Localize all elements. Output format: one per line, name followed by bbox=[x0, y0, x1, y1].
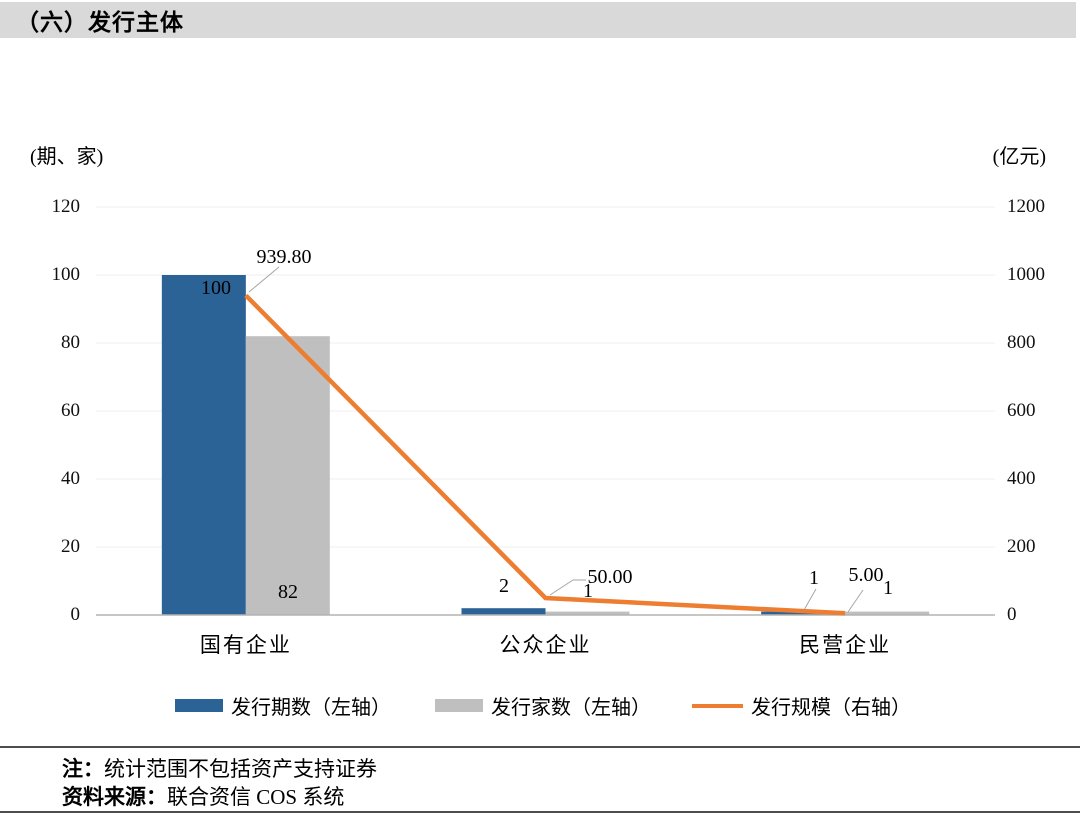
right-axis-tick: 400 bbox=[1007, 468, 1036, 489]
legend-item-issuer-count: 发行家数（左轴） bbox=[435, 691, 651, 720]
label-leader-line bbox=[549, 579, 586, 596]
left-axis-tick: 100 bbox=[51, 264, 81, 285]
legend-item-issue-count: 发行期数（左轴） bbox=[175, 691, 391, 720]
data-label: 50.00 bbox=[587, 566, 633, 588]
legend-swatch-issue-scale-line bbox=[692, 703, 743, 708]
note-text: 统计范围不包括资产支持证券 bbox=[104, 757, 377, 781]
issue-scale-line bbox=[244, 293, 846, 616]
data-label: 2 bbox=[499, 575, 509, 597]
left-axis-tick: 60 bbox=[61, 400, 80, 421]
bottom-border bbox=[0, 811, 1080, 813]
category-label: 公众企业 bbox=[499, 633, 592, 657]
bar bbox=[545, 611, 630, 615]
bar bbox=[245, 336, 330, 615]
data-label: 5.00 bbox=[848, 564, 884, 586]
note-line: 注：统计范围不包括资产支持证券 bbox=[62, 753, 377, 783]
right-axis-tick: 200 bbox=[1007, 536, 1036, 557]
left-axis-tick: 120 bbox=[51, 196, 81, 217]
data-label: 1 bbox=[583, 580, 593, 602]
right-axis-tick: 0 bbox=[1007, 604, 1017, 625]
bar bbox=[161, 275, 246, 615]
source-line: 资料来源：联合资信 COS 系统 bbox=[62, 781, 344, 811]
category-label: 民营企业 bbox=[799, 633, 892, 657]
source-label: 资料来源： bbox=[62, 785, 167, 809]
left-axis-tick: 40 bbox=[61, 468, 80, 489]
label-leader-line bbox=[248, 266, 280, 293]
left-axis-unit: (期、家) bbox=[30, 146, 104, 168]
left-axis-tick: 0 bbox=[70, 604, 81, 625]
source-text: 联合资信 COS 系统 bbox=[167, 785, 345, 809]
legend-label-issue-scale: 发行规模（右轴） bbox=[751, 697, 911, 719]
legend-swatch-issuer-count bbox=[435, 699, 483, 712]
data-label: 100 bbox=[201, 277, 231, 299]
legend-label-issuer-count: 发行家数（左轴） bbox=[491, 697, 651, 719]
right-axis-unit: (亿元) bbox=[992, 146, 1046, 168]
data-label: 82 bbox=[278, 581, 298, 603]
page-title: （六）发行主体 bbox=[16, 10, 184, 35]
right-axis-tick: 800 bbox=[1007, 332, 1036, 353]
right-axis-tick: 1200 bbox=[1007, 196, 1045, 217]
section-title-bar: （六）发行主体 bbox=[0, 2, 1076, 38]
left-axis-tick: 20 bbox=[61, 536, 80, 557]
note-label: 注： bbox=[62, 757, 104, 781]
legend-swatch-issue-count bbox=[175, 699, 223, 712]
footer-divider bbox=[0, 746, 1080, 748]
label-leader-line bbox=[847, 589, 864, 613]
bar bbox=[461, 608, 546, 615]
bar bbox=[845, 611, 930, 615]
label-leader-line bbox=[803, 588, 817, 611]
category-label: 国有企业 bbox=[199, 633, 292, 657]
legend-item-issue-scale: 发行规模（右轴） bbox=[692, 691, 911, 720]
left-axis-tick: 80 bbox=[61, 332, 80, 353]
data-label: 1 bbox=[883, 577, 893, 599]
legend-label-issue-count: 发行期数（左轴） bbox=[231, 697, 391, 719]
data-label: 939.80 bbox=[256, 246, 312, 268]
right-axis-tick: 600 bbox=[1007, 400, 1036, 421]
right-axis-tick: 1000 bbox=[1007, 264, 1045, 285]
data-label: 1 bbox=[809, 567, 819, 589]
